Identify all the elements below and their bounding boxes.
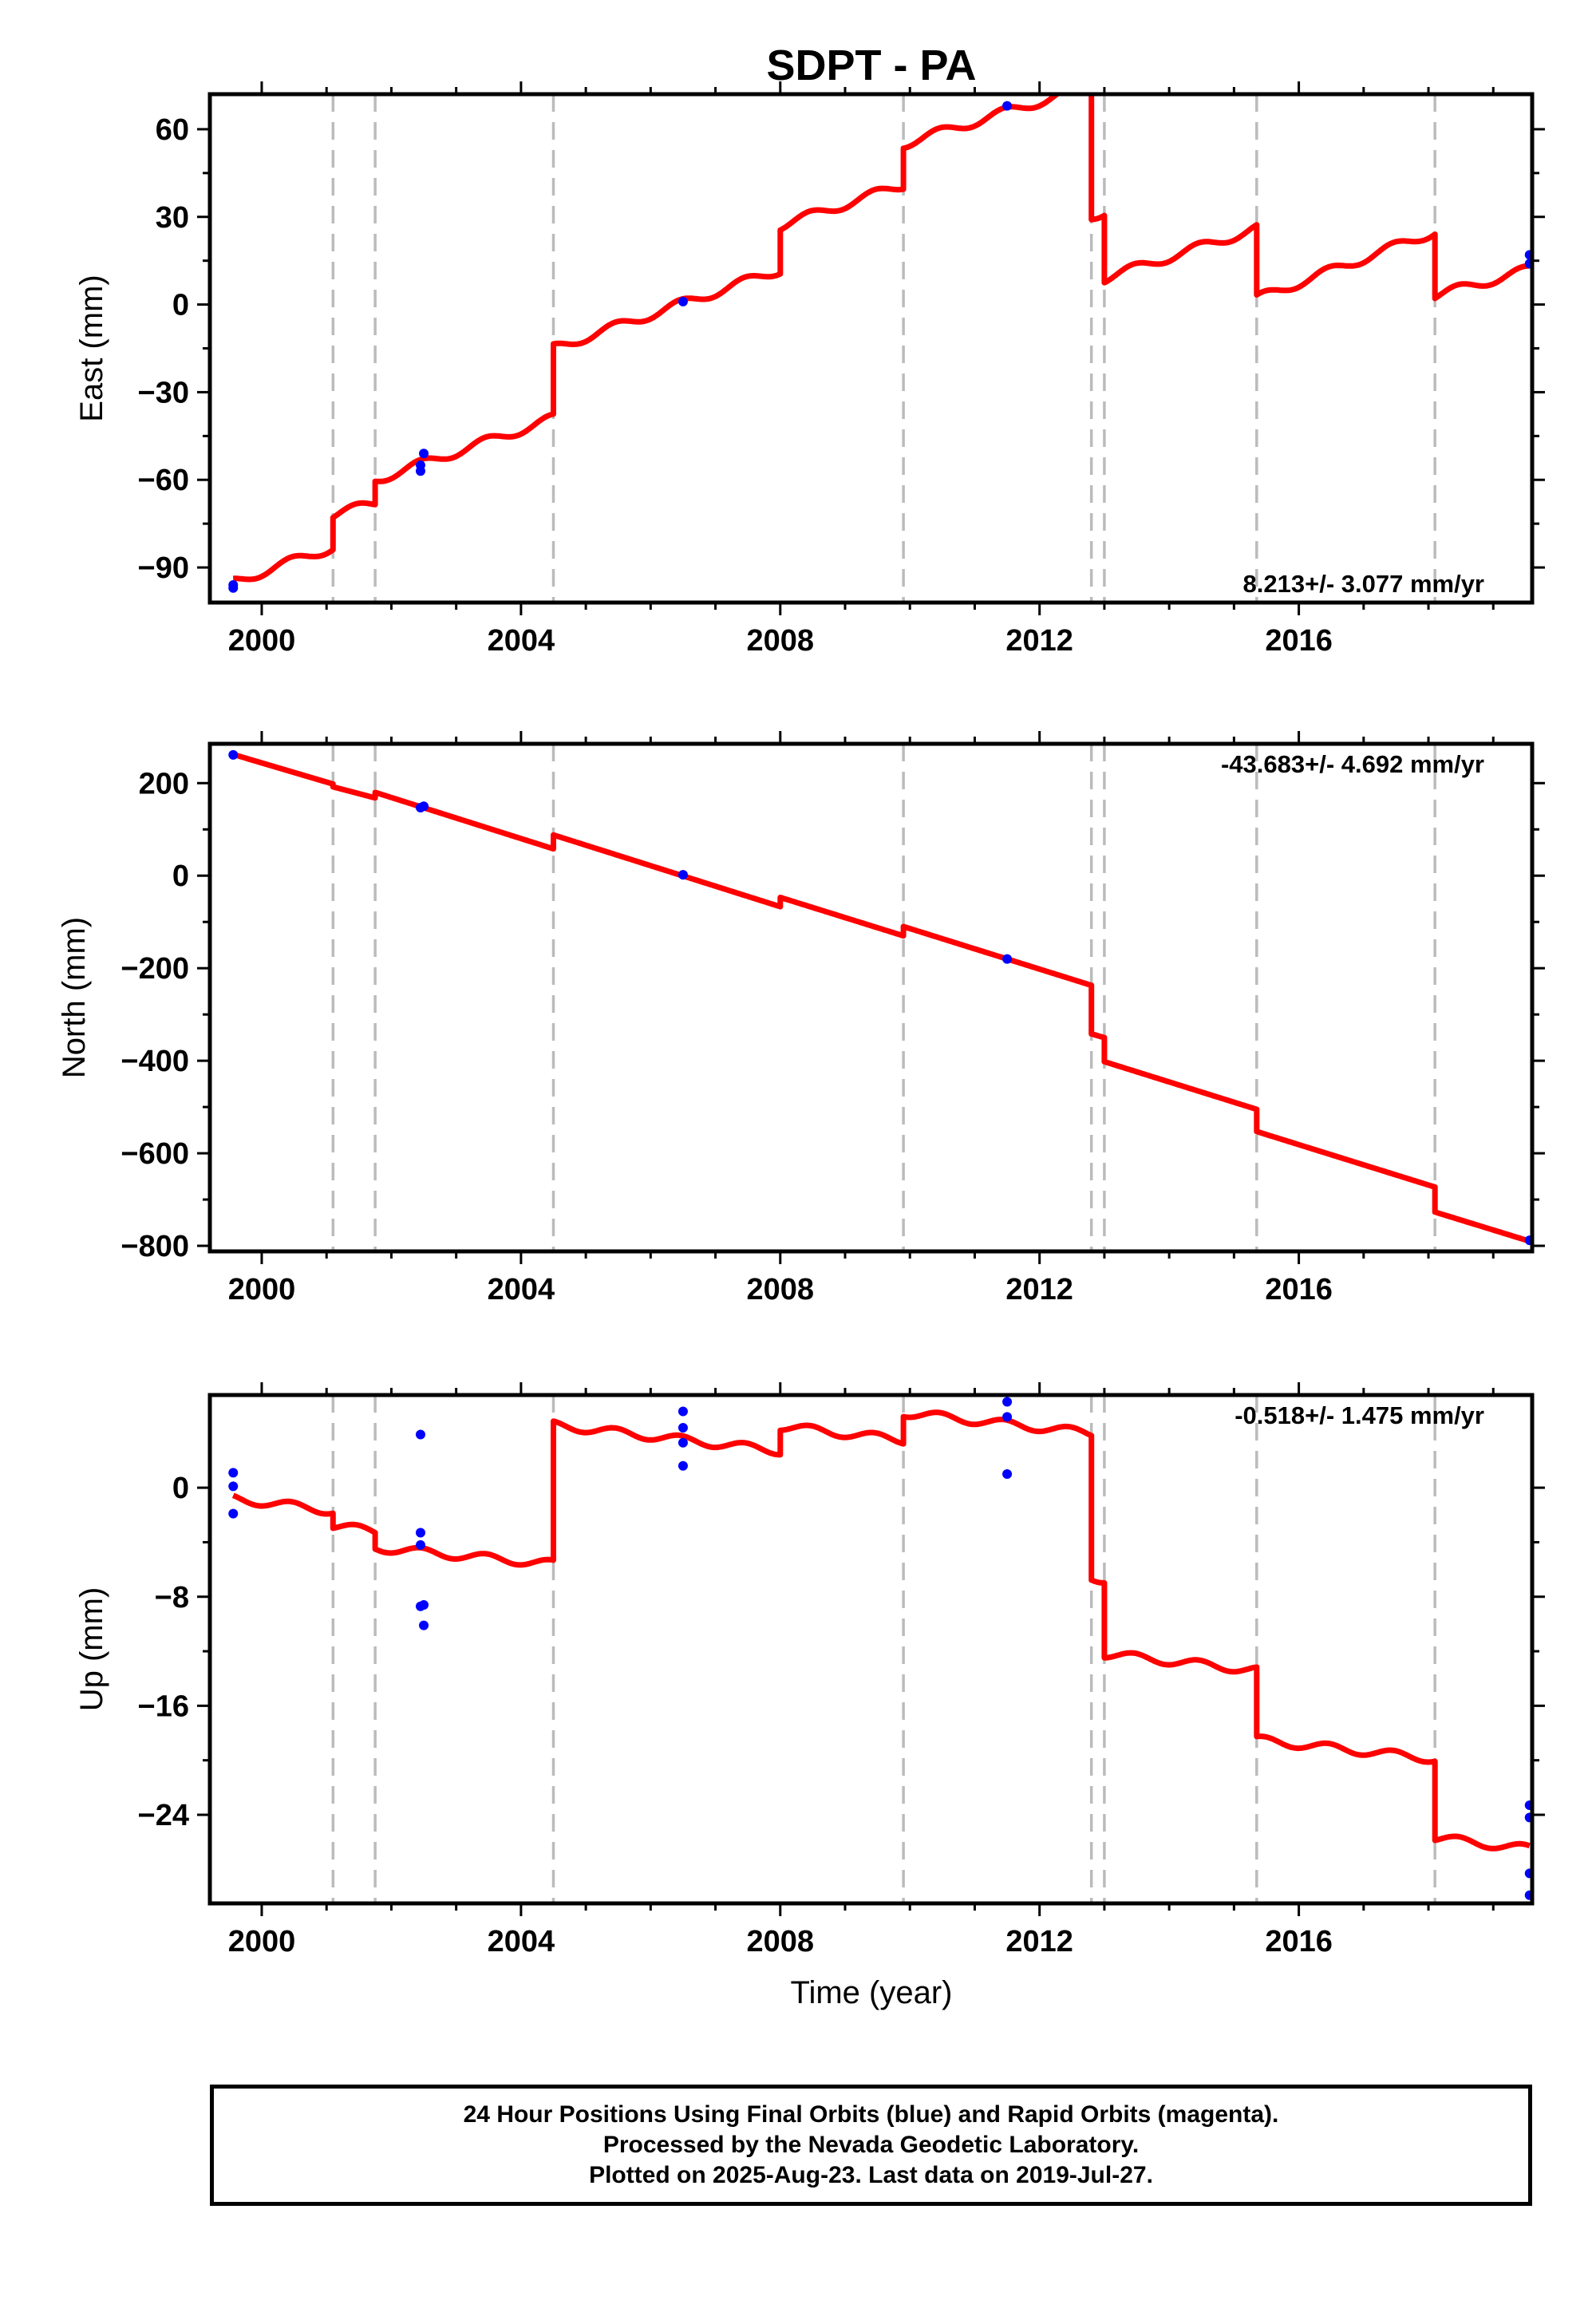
rate-annotation: 8.213+/- 3.077 mm/yr — [1243, 570, 1484, 598]
data-point — [415, 803, 425, 813]
y-tick-label: −8 — [155, 1581, 189, 1614]
data-point — [228, 1468, 239, 1478]
data-point — [678, 1437, 688, 1448]
y-tick-label: 0 — [172, 1472, 189, 1505]
y-tick-label: −600 — [120, 1137, 189, 1171]
y-tick-label: 30 — [156, 201, 189, 235]
y-tick-label: −400 — [120, 1045, 189, 1078]
y-tick-label: −200 — [120, 952, 189, 986]
data-point — [415, 466, 425, 476]
data-point — [419, 1620, 429, 1630]
y-tick-label: 60 — [156, 113, 189, 147]
x-tick-label: 2016 — [1265, 624, 1333, 658]
y-tick-label: −60 — [138, 464, 189, 497]
rate-annotation: -43.683+/- 4.692 mm/yr — [1221, 750, 1484, 778]
plot-frame — [207, 741, 1535, 1254]
plot-frame — [207, 92, 1535, 605]
footer-line-2: Processed by the Nevada Geodetic Laborat… — [602, 2132, 1140, 2158]
model-line — [231, 751, 1531, 1244]
data-point — [678, 296, 688, 306]
x-tick-label: 2004 — [488, 1925, 555, 1958]
rate-annotation: -0.518+/- 1.475 mm/yr — [1235, 1401, 1484, 1429]
x-tick-label: 2004 — [488, 624, 555, 658]
x-tick-label: 2016 — [1265, 1925, 1333, 1958]
data-point — [228, 749, 239, 760]
data-point — [678, 1406, 688, 1417]
data-point — [678, 1422, 688, 1433]
y-tick-label: −24 — [138, 1799, 189, 1832]
data-point — [1002, 1397, 1013, 1407]
y-tick-label: −800 — [120, 1230, 189, 1263]
y-tick-label: −90 — [138, 551, 189, 585]
y-axis-label: Up (mm) — [74, 1587, 109, 1712]
x-tick-label: 2012 — [1005, 624, 1073, 658]
x-tick-label: 2008 — [747, 1925, 815, 1958]
x-tick-label: 2000 — [228, 1925, 296, 1958]
y-tick-label: 200 — [139, 767, 189, 800]
data-point — [415, 1429, 425, 1440]
east-panel: 2000 2004 2008 2012 2016 −90 −60 −30 0 30 60 East (… — [74, 81, 1545, 658]
data-point — [419, 1599, 429, 1610]
data-point — [1002, 1469, 1013, 1480]
x-axis-label: Time (year) — [791, 1975, 953, 2010]
north-panel: 2000 2004 2008 2012 2016 −800 −600 −400 −200 0 200… — [57, 731, 1545, 1306]
data-point — [419, 449, 429, 459]
x-tick-label: 2008 — [747, 624, 815, 658]
y-axis-label: East (mm) — [74, 275, 109, 421]
data-point — [1002, 954, 1013, 964]
plot-frame — [207, 1393, 1535, 1906]
y-tick-label: −16 — [138, 1690, 189, 1723]
data-point — [1002, 1412, 1013, 1422]
data-point — [228, 1481, 239, 1492]
y-tick-label: 0 — [172, 860, 189, 893]
x-tick-label: 2016 — [1265, 1273, 1333, 1306]
data-point — [678, 870, 688, 880]
x-tick-label: 2004 — [488, 1273, 555, 1306]
footer-line-3: Plotted on 2025-Aug-23. Last data on 201… — [589, 2162, 1153, 2188]
data-point — [1002, 101, 1013, 111]
y-axis-label: North (mm) — [57, 917, 92, 1078]
x-tick-label: 2000 — [228, 1273, 296, 1306]
x-tick-label: 2012 — [1005, 1925, 1073, 1958]
model-line — [231, 94, 1531, 583]
footer-line-1: 24 Hour Positions Using Final Orbits (bl… — [463, 2101, 1279, 2128]
data-point — [678, 1460, 688, 1471]
footer-note: 24 Hour Positions Using Final Orbits (bl… — [210, 2085, 1532, 2206]
x-tick-label: 2000 — [228, 624, 296, 658]
y-tick-label: 0 — [172, 289, 189, 322]
y-tick-label: −30 — [138, 376, 189, 409]
x-tick-label: 2012 — [1005, 1273, 1073, 1306]
x-tick-label: 2008 — [747, 1273, 815, 1306]
data-point — [228, 583, 239, 593]
up-panel: 2000 2004 2008 2012 2016 −24 −16 −8 0 Up (mm) -0.5… — [74, 1382, 1545, 1958]
data-point — [415, 1528, 425, 1538]
chart-title: SDPT - PA — [766, 41, 976, 89]
data-point — [415, 1539, 425, 1550]
data-point — [228, 1508, 239, 1519]
model-line — [231, 1409, 1531, 1852]
